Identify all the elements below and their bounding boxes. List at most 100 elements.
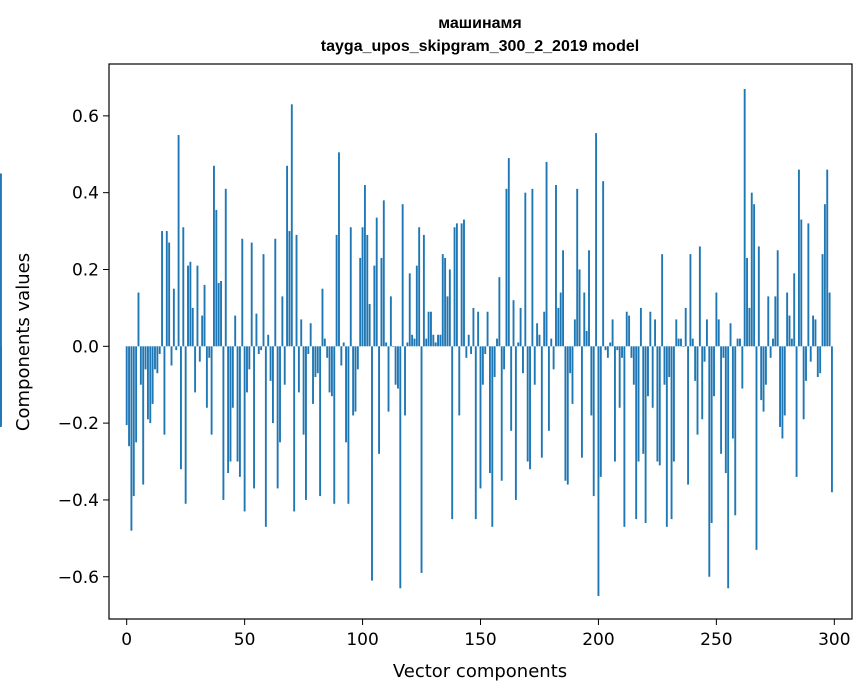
bar-63	[274, 238, 277, 347]
bar-13	[156, 346, 159, 374]
bar-269	[760, 346, 763, 401]
bar-144	[465, 346, 468, 358]
bar-133	[439, 334, 442, 347]
bar-189	[571, 346, 574, 404]
bar-48	[238, 346, 241, 477]
bar-131	[434, 342, 437, 347]
bar-55	[255, 313, 258, 347]
bar-219	[642, 346, 645, 454]
x-tick-label: 0	[121, 630, 132, 650]
bar-series	[0, 88, 833, 596]
bar-111	[387, 346, 390, 412]
bar-212	[625, 311, 628, 347]
bar-54	[253, 346, 256, 489]
bar-158	[498, 277, 501, 347]
bar-203	[604, 346, 607, 351]
bar-43	[227, 346, 230, 474]
bar-106	[375, 217, 378, 347]
bar-163	[510, 346, 513, 431]
bar-117	[401, 204, 404, 347]
bar-218	[639, 307, 642, 347]
bar-143	[463, 219, 465, 347]
bar-223	[651, 346, 654, 408]
bar-29	[194, 346, 197, 393]
bar-222	[649, 311, 652, 347]
bar-192	[578, 269, 581, 347]
bar-240	[691, 338, 694, 347]
bar-228	[663, 346, 666, 385]
bar-34	[205, 346, 208, 408]
bar-174	[536, 323, 539, 347]
bar-164	[512, 300, 515, 347]
bar-264	[748, 307, 751, 347]
bar-66	[281, 296, 284, 347]
bar-77	[307, 346, 310, 354]
bar-98	[356, 346, 359, 370]
bar-155	[491, 346, 494, 527]
bar-47	[236, 346, 239, 462]
bar-97	[354, 346, 357, 412]
bar-84	[323, 338, 326, 347]
bar-12	[154, 346, 156, 370]
bar-86	[328, 346, 331, 393]
bar-122	[413, 338, 416, 347]
bar-270	[762, 346, 765, 412]
bar-22	[177, 135, 180, 347]
bar-293	[816, 346, 819, 378]
bar-206	[611, 319, 614, 347]
bar-249	[713, 346, 715, 397]
bar-92	[342, 342, 345, 347]
bar-62	[271, 346, 274, 424]
bar-19	[170, 346, 173, 366]
bar-202	[602, 181, 605, 347]
bar-100	[361, 227, 364, 347]
bar-175	[538, 334, 541, 347]
bar-236	[682, 346, 685, 347]
bar-244	[701, 346, 704, 420]
chart-subtitle: tayga_upos_skipgram_300_2_2019 model	[321, 38, 639, 55]
bar-209	[618, 346, 621, 408]
bar-199	[595, 133, 598, 347]
bar-147	[472, 307, 475, 347]
bar-187	[566, 346, 569, 485]
chart-title: машинамя	[438, 15, 521, 32]
bar-287	[802, 346, 805, 420]
bar-167	[519, 307, 522, 347]
bar-197	[590, 346, 593, 416]
bar-177	[543, 311, 546, 347]
bar-102	[366, 234, 369, 347]
bar-191	[576, 188, 579, 347]
bar-214	[630, 346, 633, 358]
bar-211	[623, 346, 626, 527]
bar-160	[503, 346, 506, 370]
bar-279	[783, 346, 786, 416]
bar-49	[241, 238, 244, 347]
x-tick-label: 300	[818, 630, 850, 650]
bar-178	[545, 161, 548, 347]
bar-150	[479, 346, 482, 489]
bar-149	[477, 311, 480, 347]
bar-237	[684, 307, 687, 347]
bar-73	[297, 346, 300, 393]
bar-259	[736, 338, 739, 347]
bar-64	[276, 346, 279, 489]
bar-51	[246, 346, 248, 393]
bar-148	[474, 346, 477, 520]
bar-132	[437, 334, 439, 347]
bar-216	[635, 346, 638, 520]
bar-196	[588, 250, 590, 347]
bar-297	[826, 169, 829, 347]
bar-33	[203, 284, 206, 347]
bar-129	[430, 311, 432, 347]
bar-154	[488, 346, 491, 474]
bar-299	[831, 346, 833, 493]
y-tick-label: −0.4	[58, 491, 99, 511]
bar-81	[316, 346, 319, 374]
bar-104	[371, 346, 373, 581]
bar-115	[397, 346, 399, 389]
bar-39	[217, 282, 220, 347]
bar-227	[661, 254, 664, 347]
bar-18	[168, 242, 171, 347]
bar-38	[215, 209, 218, 347]
y-tick-label: 0.6	[72, 107, 99, 127]
